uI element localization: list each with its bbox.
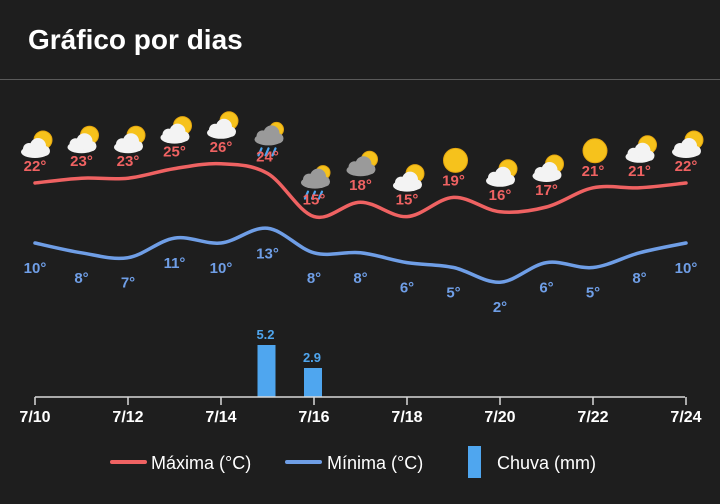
min-temp-label: 10°	[210, 260, 233, 277]
max-temp-label: 25°	[163, 144, 186, 161]
min-temp-line	[33, 226, 688, 284]
max-temp-label: 22°	[675, 158, 698, 175]
max-temp-label: 23°	[117, 153, 140, 170]
partly-cloudy-icon	[625, 135, 657, 163]
partly-cloudy-icon	[393, 164, 425, 192]
rain-layer: 5.2 2.9	[256, 327, 322, 397]
min-temp-label: 6°	[539, 280, 553, 297]
max-temp-label: 15°	[303, 192, 326, 209]
max-temp-label: 26°	[210, 139, 233, 156]
legend: Máxima (°C) Mínima (°C) Chuva (mm)	[110, 446, 596, 478]
x-tick-label: 7/16	[298, 409, 329, 426]
x-tick-label: 7/10	[19, 409, 50, 426]
min-temp-label: 11°	[164, 255, 186, 272]
legend-swatch	[468, 446, 481, 478]
weather-icons-layer	[21, 111, 704, 200]
max-temp-label: 16°	[489, 187, 512, 204]
max-temp-layer: 22° 23° 23° 25° 26° 24° 15° 18° 15° 19° 16° 17° 21° 2…	[24, 139, 698, 220]
max-temp-label: 17°	[535, 182, 558, 199]
min-temp-label: 8°	[353, 270, 367, 287]
min-temp-label: 5°	[446, 285, 460, 302]
max-temp-label: 21°	[628, 163, 651, 180]
rain-bar	[257, 345, 276, 397]
rain-label: 5.2	[256, 327, 274, 342]
min-temp-layer: 10° 8° 7° 11° 10° 13° 8° 8° 6° 5° 2° 6° 5° 8° 10°	[24, 226, 698, 316]
min-temp-label: 2°	[493, 299, 507, 316]
min-temp-label: 10°	[675, 260, 698, 277]
sun-icon	[582, 138, 608, 164]
partly-cloudy-icon	[207, 111, 239, 139]
max-temp-label: 24°	[256, 148, 279, 165]
legend-label[interactable]: Mínima (°C)	[327, 453, 423, 473]
max-temp-label: 15°	[396, 192, 419, 209]
rain-label: 2.9	[303, 350, 321, 365]
legend-label[interactable]: Máxima (°C)	[151, 453, 251, 473]
min-temp-label: 8°	[74, 270, 88, 287]
min-temp-label: 10°	[24, 260, 47, 277]
max-temp-line	[33, 161, 688, 220]
partly-cloudy-icon	[672, 130, 704, 158]
min-temp-label: 7°	[121, 275, 135, 292]
rain-icon	[254, 121, 284, 157]
min-temp-label: 13°	[256, 245, 279, 262]
partly-cloudy-icon	[486, 159, 518, 187]
partly-cloudy-icon	[21, 130, 53, 158]
x-tick-label: 7/20	[484, 409, 515, 426]
min-temp-label: 8°	[307, 270, 321, 287]
page-title: Gráfico por dias	[28, 24, 243, 55]
max-temp-label: 22°	[24, 158, 47, 175]
max-temp-label: 23°	[70, 153, 93, 170]
max-temp-label: 19°	[442, 172, 465, 189]
rain-bar	[304, 368, 322, 397]
partly-cloudy-icon	[532, 154, 564, 182]
max-temp-label: 21°	[582, 163, 605, 180]
x-tick-label: 7/14	[205, 409, 236, 426]
partly-cloudy-icon	[67, 125, 99, 154]
x-tick-label: 7/18	[391, 409, 422, 426]
legend-label[interactable]: Chuva (mm)	[497, 453, 596, 473]
partly-cloudy-icon	[160, 116, 192, 144]
x-tick-label: 7/24	[670, 409, 701, 426]
min-temp-label: 6°	[400, 280, 414, 297]
cloudy-icon	[346, 150, 378, 177]
sun-icon	[443, 147, 468, 173]
max-temp-label: 18°	[349, 177, 372, 194]
x-tick-label: 7/12	[112, 409, 143, 426]
min-temp-label: 8°	[632, 270, 646, 287]
header-bar: Gráfico por dias	[0, 0, 720, 80]
x-axis: 7/10 7/12 7/14 7/16 7/18 7/20 7/22 7/24	[19, 396, 702, 426]
rain-icon	[301, 165, 331, 200]
partly-cloudy-icon	[114, 125, 146, 154]
min-temp-label: 5°	[586, 285, 600, 302]
x-tick-label: 7/22	[577, 409, 608, 426]
